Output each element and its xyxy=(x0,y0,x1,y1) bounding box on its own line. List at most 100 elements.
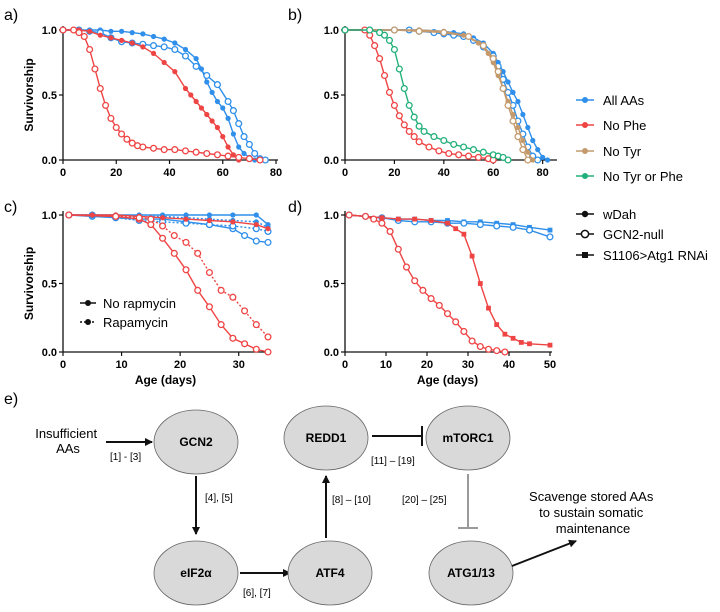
data-point xyxy=(217,286,225,294)
data-point xyxy=(150,33,157,40)
data-point xyxy=(386,227,394,235)
x-tick-label: 30 xyxy=(233,359,245,371)
x-tick-label: 0 xyxy=(342,359,348,371)
data-point xyxy=(479,148,487,156)
y-tick-label: 1.0 xyxy=(324,25,339,37)
data-point xyxy=(236,144,242,150)
data-point xyxy=(445,149,453,158)
x-tick-label: 30 xyxy=(462,359,474,371)
data-point xyxy=(527,341,532,347)
legend-item-rapamycin: Rapamycin xyxy=(80,315,168,330)
data-point xyxy=(411,277,419,285)
series-line xyxy=(345,29,534,161)
data-point xyxy=(230,212,236,218)
x-tick-label: 40 xyxy=(438,167,450,179)
data-point xyxy=(474,153,482,161)
data-point xyxy=(108,35,114,41)
data-point xyxy=(501,348,509,356)
y-axis-label: Survivorship xyxy=(22,247,36,320)
output-label-line-1: Scavenge stored AAs xyxy=(529,489,654,504)
panel-label-a: a) xyxy=(4,7,18,24)
data-point xyxy=(217,321,225,329)
data-point xyxy=(345,211,353,219)
data-point xyxy=(253,221,259,228)
data-point xyxy=(370,215,378,223)
node-label-mtorc1: mTORC1 xyxy=(442,431,493,445)
data-point xyxy=(535,147,541,153)
data-point xyxy=(264,238,272,246)
data-point xyxy=(224,97,232,106)
series-line xyxy=(68,214,269,233)
node-mtorc1: mTORC1 xyxy=(425,405,511,471)
series-no-phe xyxy=(59,26,264,164)
data-point xyxy=(410,113,418,121)
chart-d: 0 10 20 30 40 50 0.0 0.5 1.0 Age (days) xyxy=(324,210,556,387)
data-point xyxy=(214,124,221,131)
data-point xyxy=(118,130,126,138)
panel-label-e: e) xyxy=(4,391,18,408)
data-point xyxy=(415,122,423,130)
data-point xyxy=(159,215,166,221)
x-tick-label: 40 xyxy=(503,359,515,371)
x-tick-label: 0 xyxy=(342,167,348,179)
legend-label-gcn2-null: GCN2-null xyxy=(603,227,664,242)
data-point xyxy=(171,45,179,54)
series-line xyxy=(68,214,269,353)
data-point xyxy=(241,232,249,240)
data-point xyxy=(245,155,253,163)
data-point xyxy=(229,334,237,342)
data-point xyxy=(128,139,136,147)
data-point xyxy=(252,237,260,245)
data-point xyxy=(204,111,210,118)
color-legend: All AAs No Phe No Tyr No Tyr or Phe xyxy=(576,93,683,184)
data-point xyxy=(402,263,411,271)
y-tick-label: 1.0 xyxy=(324,210,339,222)
data-point xyxy=(224,152,232,160)
data-point xyxy=(534,156,542,164)
data-point xyxy=(240,133,248,141)
ref-label-4: [8] – [10] xyxy=(332,495,371,506)
data-point xyxy=(150,50,157,57)
data-point xyxy=(206,212,213,218)
data-point xyxy=(235,120,243,128)
data-point xyxy=(464,152,473,160)
data-point xyxy=(65,211,73,219)
data-point xyxy=(440,29,448,37)
y-tick-label: 0.5 xyxy=(324,279,339,291)
data-point xyxy=(264,333,272,341)
data-point xyxy=(489,55,497,63)
data-point xyxy=(461,231,467,237)
data-point xyxy=(204,79,210,85)
y-tick-label: 1.0 xyxy=(42,25,57,37)
y-tick-label: 0.5 xyxy=(42,90,57,102)
data-point xyxy=(108,28,114,34)
data-point xyxy=(265,226,271,232)
data-point xyxy=(428,218,434,223)
data-point xyxy=(112,212,120,220)
node-label-atg1-13: ATG1/13 xyxy=(447,566,495,580)
data-point xyxy=(172,40,178,46)
x-tick-label: 40 xyxy=(163,167,175,179)
data-point xyxy=(147,215,155,223)
data-point xyxy=(540,154,546,160)
data-point xyxy=(476,342,484,351)
data-point xyxy=(460,327,468,336)
x-tick-label: 20 xyxy=(110,167,122,179)
data-point xyxy=(443,310,452,318)
y-tick-label: 0.0 xyxy=(324,347,339,359)
data-point xyxy=(494,68,502,76)
data-point xyxy=(203,149,211,158)
data-point xyxy=(192,62,200,70)
x-tick-label: 20 xyxy=(421,359,433,371)
data-point xyxy=(341,26,349,34)
x-tick-label: 60 xyxy=(217,167,229,179)
data-point xyxy=(230,219,236,225)
data-point xyxy=(518,340,524,345)
input-label-line-2: AAs xyxy=(56,441,80,456)
data-point xyxy=(415,138,423,146)
data-point xyxy=(476,221,484,229)
series-no-tyr-or-phe xyxy=(341,26,512,164)
data-point xyxy=(193,98,199,105)
legend-label-rapamycin: Rapamycin xyxy=(103,315,168,330)
marker-legend: wDah GCN2-null S1106>Atg1 RNAi xyxy=(576,207,708,263)
